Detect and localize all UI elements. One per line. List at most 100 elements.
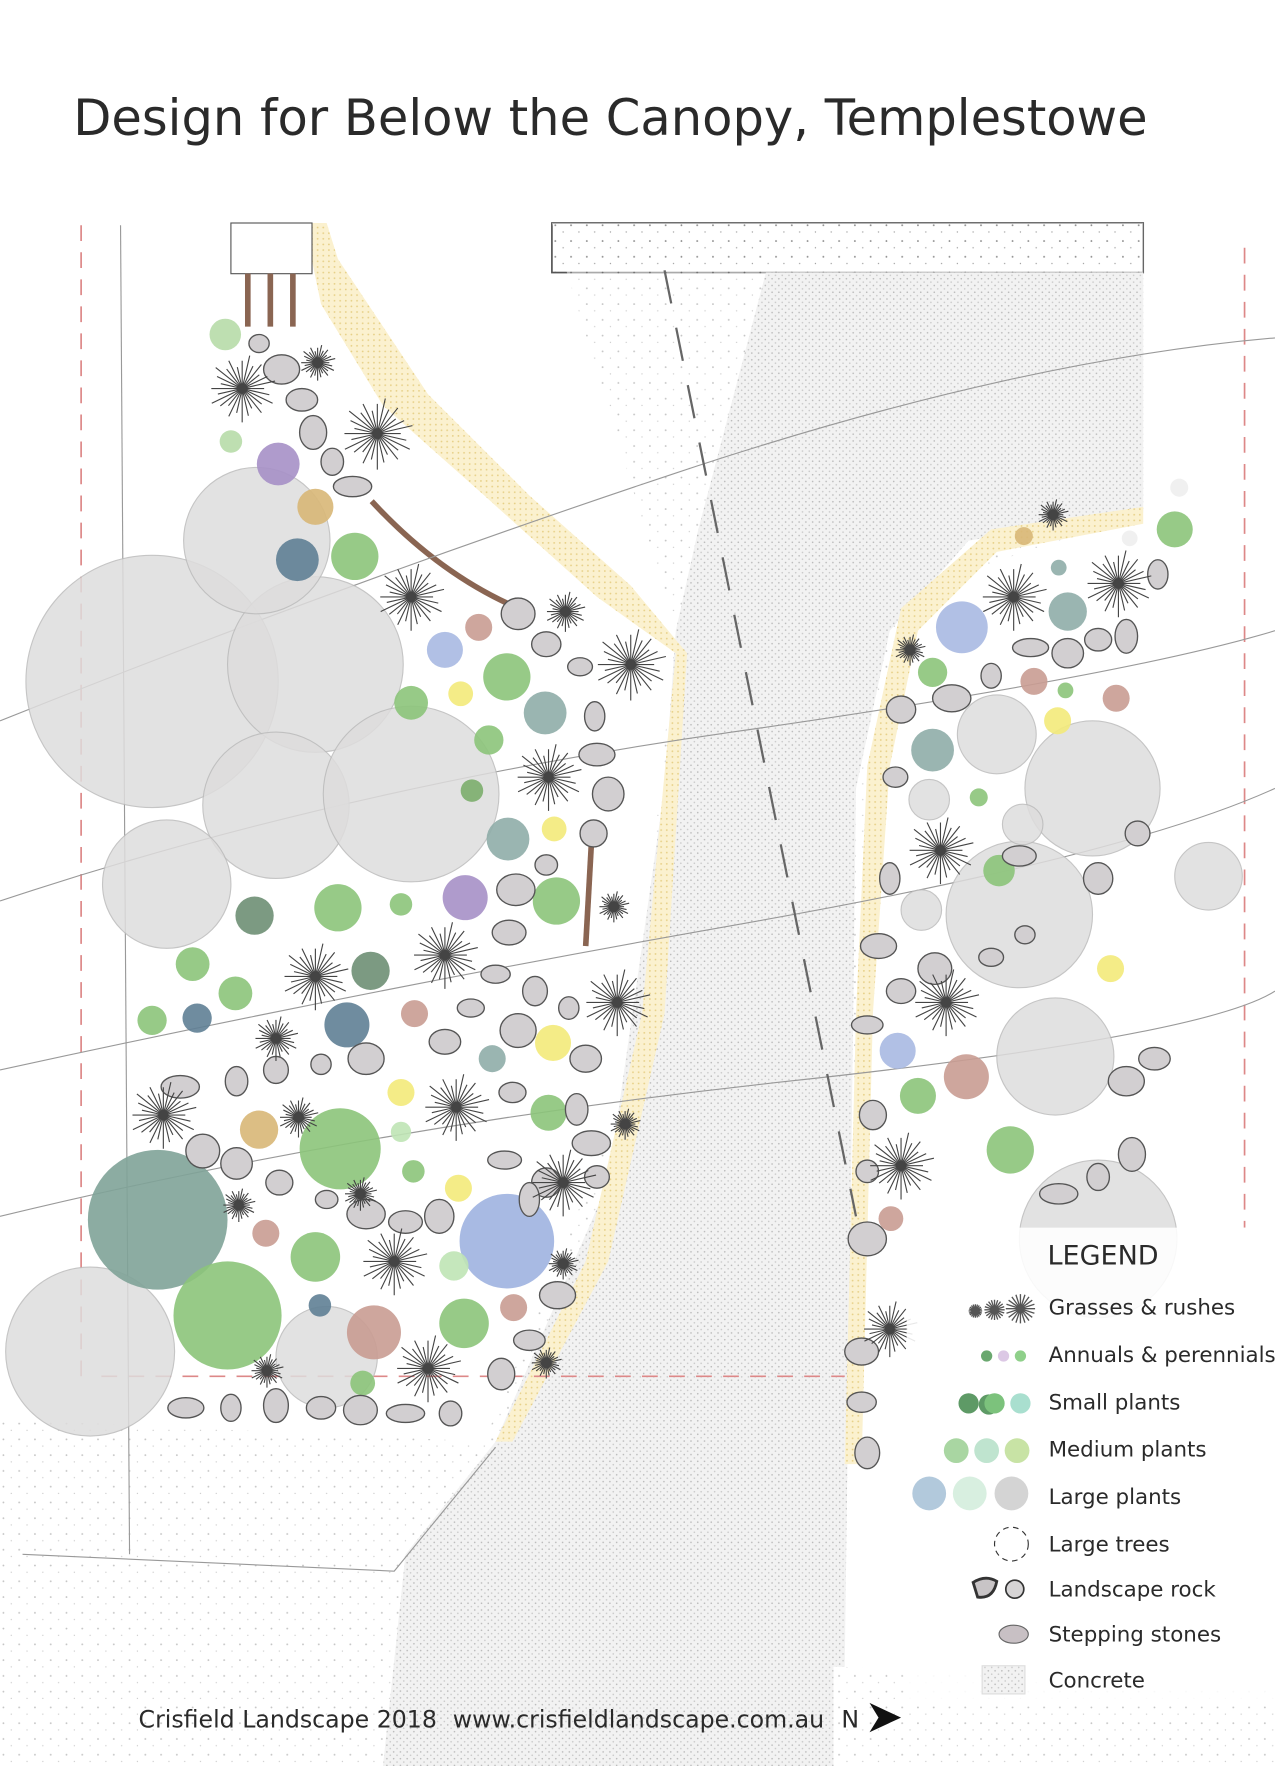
grasses [132, 344, 1152, 1403]
plant [1001, 803, 1044, 846]
legend-label: Large plants [1049, 1485, 1182, 1510]
plant [1014, 527, 1033, 546]
rock [591, 776, 625, 812]
plant [290, 1232, 341, 1282]
plant [878, 1206, 904, 1232]
plant [426, 631, 463, 668]
rock [224, 1065, 249, 1097]
plant [394, 685, 429, 720]
boundary-line [80, 225, 1246, 1386]
rock [1083, 627, 1113, 652]
rock [557, 996, 580, 1020]
rock [185, 1133, 221, 1169]
plant [1174, 841, 1243, 911]
rock [564, 1092, 589, 1126]
page-title: Design for Below the Canopy, Templestowe [73, 89, 1147, 147]
rock [1014, 925, 1036, 945]
footer-website: www.crisfieldlandscape.com.au [453, 1705, 824, 1733]
rock [978, 947, 1005, 968]
tree-canopy-outline [663, 270, 858, 1217]
legend-label: Grasses & rushes [1049, 1296, 1236, 1321]
footer-credit: Crisfield Landscape 2018 [139, 1705, 437, 1733]
grass [255, 1016, 299, 1061]
plant [390, 1121, 412, 1143]
plant [275, 538, 319, 582]
rock [487, 1357, 516, 1391]
plant [1024, 720, 1161, 857]
plant [996, 997, 1115, 1116]
legend: LEGEND Grasses & rushes Annuals & perenni… [906, 1227, 1275, 1707]
plant [299, 1108, 381, 1190]
plant [500, 1294, 528, 1322]
plant [439, 1251, 469, 1281]
plant [235, 896, 274, 935]
plant [908, 778, 951, 821]
plant [182, 1003, 212, 1033]
rock [332, 475, 373, 498]
rock [220, 1146, 253, 1180]
rock [387, 1210, 424, 1234]
rock [512, 1329, 546, 1352]
plant [1170, 478, 1189, 497]
plant [917, 657, 948, 688]
plant [935, 601, 988, 654]
rocks [160, 333, 1171, 1470]
rock [1124, 820, 1151, 847]
north-arrow [869, 1702, 902, 1733]
plant [219, 430, 243, 453]
plant [541, 816, 567, 842]
rock [1051, 637, 1085, 669]
grass [211, 355, 276, 423]
rock [314, 1189, 339, 1210]
plant [351, 951, 390, 990]
rock [1114, 618, 1139, 654]
plant [532, 877, 581, 925]
plant [899, 1077, 936, 1114]
grass [599, 891, 630, 923]
plant [911, 728, 954, 772]
grass [344, 1177, 378, 1211]
rock [305, 1395, 337, 1420]
rock [583, 1165, 611, 1189]
plant [483, 653, 531, 701]
rock [847, 1221, 888, 1257]
grass [915, 969, 980, 1037]
plant [252, 1219, 280, 1247]
plant [308, 1294, 332, 1317]
rock [579, 819, 608, 848]
grass-icon [968, 1304, 983, 1318]
rock [878, 862, 901, 895]
rock [298, 414, 328, 451]
plants [5, 318, 1243, 1437]
grass [414, 922, 478, 989]
rock [1011, 637, 1050, 658]
rock [1086, 1162, 1111, 1192]
rock [1147, 559, 1169, 590]
grass [425, 1074, 490, 1141]
plant [297, 488, 334, 525]
rock [438, 1400, 463, 1427]
legend-icons [912, 1294, 1036, 1695]
rock [285, 387, 319, 412]
grass [223, 1188, 256, 1223]
sand-strip [304, 223, 688, 1442]
grass [397, 1335, 462, 1403]
legend-label: Large trees [1049, 1532, 1170, 1557]
plant [331, 532, 379, 581]
plant [1044, 707, 1072, 735]
grass [380, 563, 445, 631]
plant [444, 1174, 472, 1202]
plant [387, 1078, 415, 1107]
plant [969, 788, 988, 807]
rock [578, 742, 616, 767]
rock [491, 919, 527, 946]
grass [909, 817, 974, 885]
plant [879, 1032, 916, 1069]
rock [931, 684, 972, 713]
plant [439, 1298, 489, 1349]
rock [167, 1397, 205, 1419]
rock [980, 662, 1002, 689]
plant [1020, 667, 1048, 695]
plant [183, 466, 331, 615]
legend-box [906, 1227, 1275, 1707]
